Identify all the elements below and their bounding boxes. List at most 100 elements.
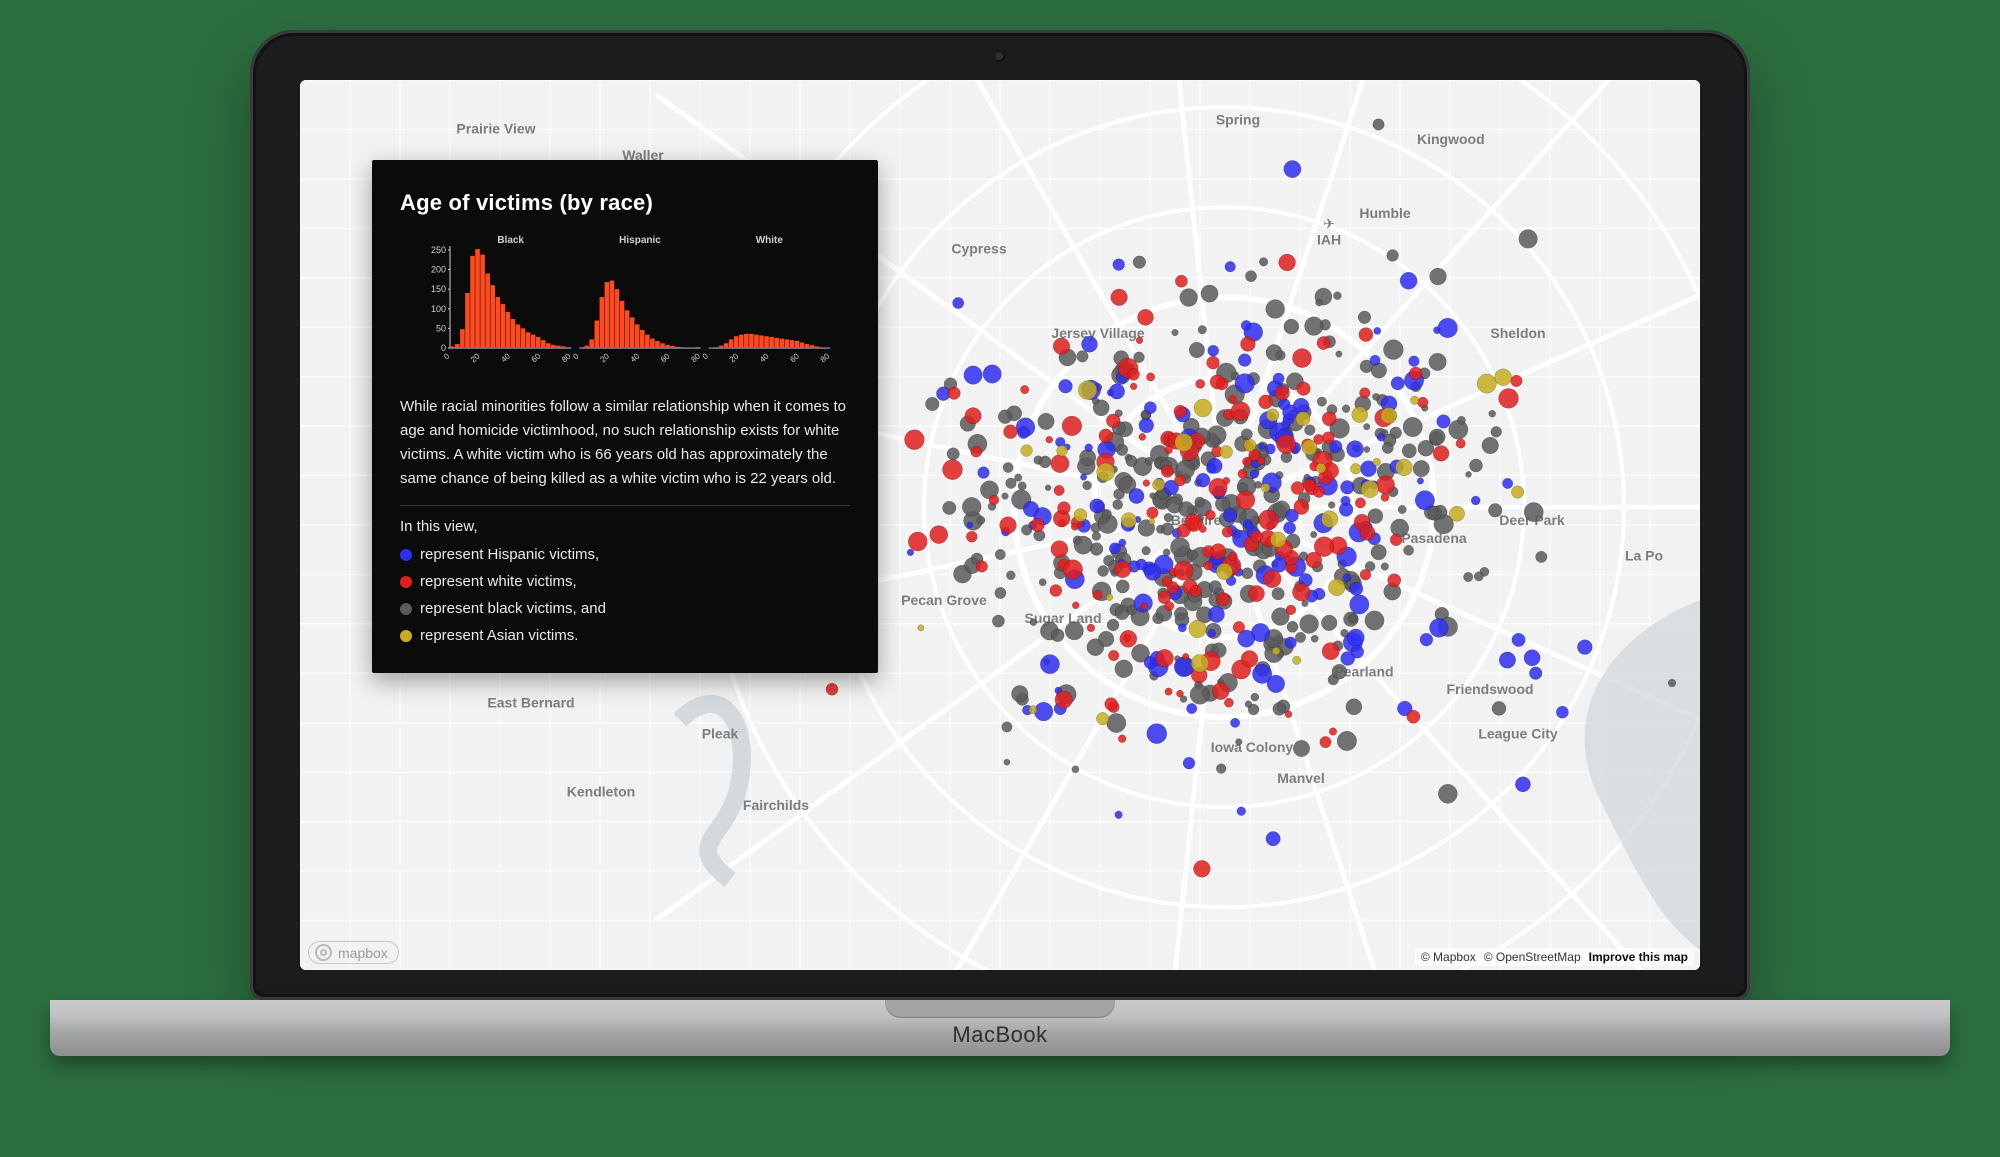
map-marker-white[interactable] [1118, 735, 1126, 743]
map-marker-asian[interactable] [1321, 511, 1338, 528]
map-marker-black[interactable] [1300, 615, 1319, 634]
map-marker-white[interactable] [1313, 486, 1324, 497]
map-marker-hispanic[interactable] [1417, 478, 1424, 485]
map-marker-white[interactable] [1456, 439, 1465, 448]
map-marker-white[interactable] [1206, 510, 1216, 520]
map-marker-hispanic[interactable] [1023, 501, 1039, 517]
map-marker-black[interactable] [1402, 444, 1416, 458]
map-marker-white[interactable] [1322, 412, 1336, 426]
map-marker-hispanic[interactable] [1250, 470, 1259, 479]
map-marker-black[interactable] [1364, 424, 1370, 430]
map-marker-asian[interactable] [1220, 446, 1233, 459]
map-marker-hispanic[interactable] [1196, 473, 1210, 487]
map-marker-hispanic[interactable] [1512, 633, 1525, 646]
map-marker-black[interactable] [1255, 481, 1262, 488]
map-marker-hispanic[interactable] [1370, 355, 1380, 365]
map-marker-white[interactable] [930, 526, 948, 544]
map-marker-black[interactable] [1342, 405, 1350, 413]
map-marker-black[interactable] [1142, 546, 1151, 555]
map-marker-black[interactable] [1488, 504, 1502, 518]
map-marker-black[interactable] [1198, 325, 1207, 334]
map-marker-white[interactable] [908, 532, 927, 551]
map-marker-asian[interactable] [1078, 381, 1097, 400]
map-marker-asian[interactable] [1074, 509, 1087, 522]
map-marker-white[interactable] [1409, 367, 1422, 380]
map-marker-white[interactable] [1190, 585, 1202, 597]
map-marker-black[interactable] [1012, 686, 1029, 703]
improve-map-link[interactable]: Improve this map [1589, 950, 1688, 964]
map-marker-hispanic[interactable] [1119, 539, 1126, 546]
map-marker-black[interactable] [1365, 611, 1384, 630]
map-marker-black[interactable] [1464, 572, 1473, 581]
map-marker-white[interactable] [1277, 434, 1296, 453]
map-marker-asian[interactable] [1106, 594, 1113, 601]
map-marker-white[interactable] [905, 430, 925, 450]
map-marker-white[interactable] [1294, 499, 1309, 514]
map-marker-hispanic[interactable] [967, 522, 973, 528]
map-marker-black[interactable] [1519, 230, 1538, 249]
map-marker-hispanic[interactable] [1502, 478, 1512, 488]
map-marker-hispanic[interactable] [1059, 379, 1073, 393]
map-marker-black[interactable] [992, 615, 1004, 627]
map-marker-hispanic[interactable] [1524, 650, 1540, 666]
map-marker-hispanic[interactable] [1266, 832, 1280, 846]
map-marker-white[interactable] [1242, 457, 1251, 466]
map-marker-white[interactable] [1418, 397, 1429, 408]
map-marker-white[interactable] [1143, 480, 1150, 487]
map-marker-black[interactable] [1098, 566, 1109, 577]
map-marker-hispanic[interactable] [983, 365, 1001, 383]
map-marker-white[interactable] [1238, 469, 1247, 478]
map-marker-black[interactable] [1466, 471, 1472, 477]
map-marker-hispanic[interactable] [1147, 724, 1167, 744]
map-marker-black[interactable] [962, 497, 981, 516]
map-marker-hispanic[interactable] [1080, 474, 1086, 480]
map-marker-white[interactable] [1055, 691, 1072, 708]
map-marker-black[interactable] [998, 410, 1012, 424]
map-marker-white[interactable] [1128, 369, 1140, 381]
map-marker-white[interactable] [1058, 502, 1071, 515]
map-marker-black[interactable] [1336, 351, 1342, 357]
map-marker-black[interactable] [1079, 449, 1095, 465]
map-marker-black[interactable] [1438, 784, 1457, 803]
map-marker-white[interactable] [1297, 382, 1311, 396]
map-marker-hispanic[interactable] [1267, 675, 1285, 693]
map-marker-hispanic[interactable] [1347, 629, 1364, 646]
map-marker-white[interactable] [1285, 711, 1292, 718]
map-marker-black[interactable] [1305, 317, 1324, 336]
map-marker-white[interactable] [1233, 621, 1245, 633]
map-marker-white[interactable] [1314, 537, 1334, 557]
map-marker-white[interactable] [1162, 577, 1172, 587]
map-marker-white[interactable] [1099, 429, 1113, 443]
map-marker-black[interactable] [995, 549, 1005, 559]
map-marker-white[interactable] [1072, 602, 1079, 609]
map-marker-black[interactable] [1126, 455, 1137, 466]
map-marker-black[interactable] [1668, 679, 1676, 687]
map-marker-hispanic[interactable] [1556, 706, 1568, 718]
map-marker-black[interactable] [1272, 588, 1284, 600]
map-marker-white[interactable] [1293, 349, 1312, 368]
map-marker-asian[interactable] [1057, 445, 1068, 456]
map-marker-black[interactable] [1187, 550, 1197, 560]
map-marker-white[interactable] [965, 408, 981, 424]
map-marker-black[interactable] [1003, 462, 1013, 472]
map-marker-black[interactable] [1457, 416, 1465, 424]
map-marker-black[interactable] [1536, 551, 1547, 562]
map-marker-asian[interactable] [1191, 655, 1209, 673]
map-marker-black[interactable] [1259, 258, 1268, 267]
map-marker-white[interactable] [1130, 383, 1137, 390]
map-marker-hispanic[interactable] [1225, 261, 1236, 272]
map-marker-asian[interactable] [1477, 374, 1496, 393]
map-marker-hispanic[interactable] [1344, 574, 1352, 582]
map-marker-white[interactable] [1236, 491, 1255, 510]
map-marker-black[interactable] [1245, 271, 1256, 282]
map-marker-black[interactable] [1430, 268, 1447, 285]
map-marker-black[interactable] [943, 501, 956, 514]
map-marker-black[interactable] [1002, 722, 1012, 732]
map-marker-white[interactable] [1360, 388, 1371, 399]
map-marker-white[interactable] [1053, 338, 1070, 355]
map-marker-black[interactable] [1387, 250, 1399, 262]
map-marker-white[interactable] [1511, 375, 1523, 387]
map-marker-black[interactable] [1150, 493, 1156, 499]
map-marker-asian[interactable] [1296, 412, 1310, 426]
map-marker-hispanic[interactable] [1515, 777, 1530, 792]
